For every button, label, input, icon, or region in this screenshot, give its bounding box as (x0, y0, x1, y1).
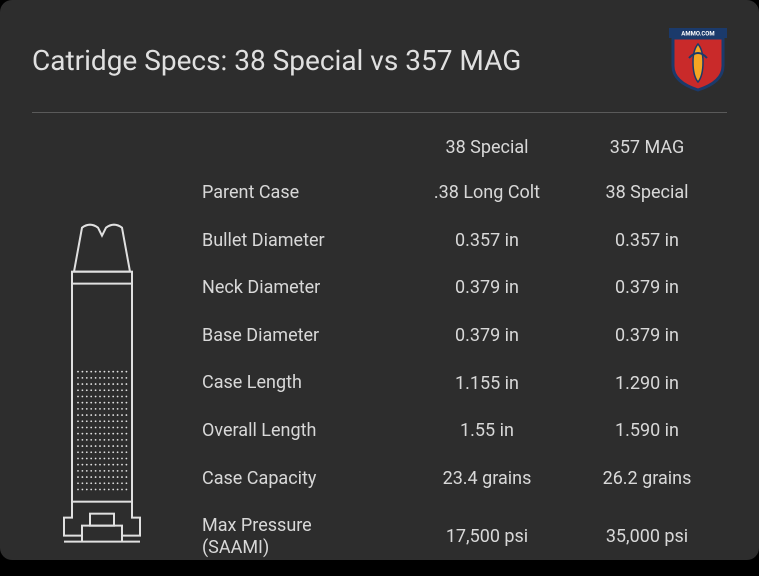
cell: 26.2 grains (567, 468, 727, 489)
spec-row: Max Pressure(SAAMI)17,500 psi35,000 psi (202, 515, 727, 558)
column-header-2: 357 MAG (567, 137, 727, 158)
row-label: Overall Length (202, 420, 407, 442)
cell: 1.55 in (407, 420, 567, 441)
spec-row: Case Capacity23.4 grains26.2 grains (202, 468, 727, 490)
column-headers: 38 Special 357 MAG (202, 137, 727, 158)
row-label: Neck Diameter (202, 277, 407, 299)
spec-row: Neck Diameter0.379 in0.379 in (202, 277, 727, 299)
powder-dots (77, 371, 127, 491)
spec-row: Overall Length1.55 in1.590 in (202, 420, 727, 442)
column-header-1: 38 Special (407, 137, 567, 158)
row-label: Max Pressure(SAAMI) (202, 515, 407, 558)
cell: 0.379 in (567, 277, 727, 298)
ammo-com-logo: AMMO.COM (669, 28, 727, 92)
cell: 38 Special (567, 182, 727, 203)
page-title: Catridge Specs: 38 Special vs 357 MAG (32, 44, 521, 77)
cell: 0.379 in (567, 325, 727, 346)
cell: .38 Long Colt (407, 182, 567, 203)
spec-row: Base Diameter0.379 in0.379 in (202, 325, 727, 347)
cell: 1.155 in (407, 373, 567, 394)
row-label: Base Diameter (202, 325, 407, 347)
cell: 1.590 in (567, 420, 727, 441)
cell: 17,500 psi (407, 526, 567, 547)
cartridge-diagram (42, 197, 162, 576)
cell: 0.357 in (567, 230, 727, 251)
row-label: Case Length (202, 372, 407, 394)
cell: 0.379 in (407, 277, 567, 298)
row-label: Bullet Diameter (202, 230, 407, 252)
row-label: Case Capacity (202, 468, 407, 490)
cell: 0.379 in (407, 325, 567, 346)
cell: 0.357 in (407, 230, 567, 251)
content-area: 38 Special 357 MAG Parent Case.38 Long C… (32, 137, 727, 576)
logo-text: AMMO.COM (681, 31, 714, 38)
cell: 1.290 in (567, 373, 727, 394)
spec-row: Bullet Diameter0.357 in0.357 in (202, 230, 727, 252)
spec-row: Case Length1.155 in1.290 in (202, 372, 727, 394)
cell: 23.4 grains (407, 468, 567, 489)
header-row: Catridge Specs: 38 Special vs 357 MAG AM… (32, 28, 727, 92)
spec-card: Catridge Specs: 38 Special vs 357 MAG AM… (0, 0, 759, 560)
cell: 35,000 psi (567, 526, 727, 547)
row-label: Parent Case (202, 182, 407, 204)
divider (32, 112, 727, 113)
spec-row: Parent Case.38 Long Colt38 Special (202, 182, 727, 204)
spec-table: 38 Special 357 MAG Parent Case.38 Long C… (202, 137, 727, 576)
